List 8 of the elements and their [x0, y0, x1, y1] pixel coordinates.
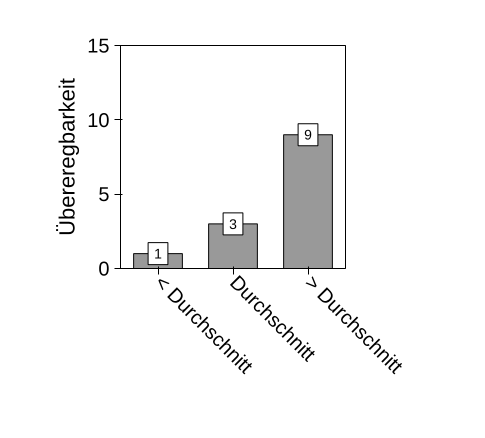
data-label: 1: [154, 246, 162, 262]
data-label: 9: [304, 126, 312, 143]
y-tick-label: 15: [87, 36, 110, 58]
data-label: 3: [229, 216, 238, 232]
y-tick-label: 10: [87, 110, 110, 132]
y-tick-label: 5: [98, 184, 110, 206]
y-tick-label: 0: [98, 258, 110, 280]
y-axis-title: Übereregbarkeit: [54, 78, 80, 236]
